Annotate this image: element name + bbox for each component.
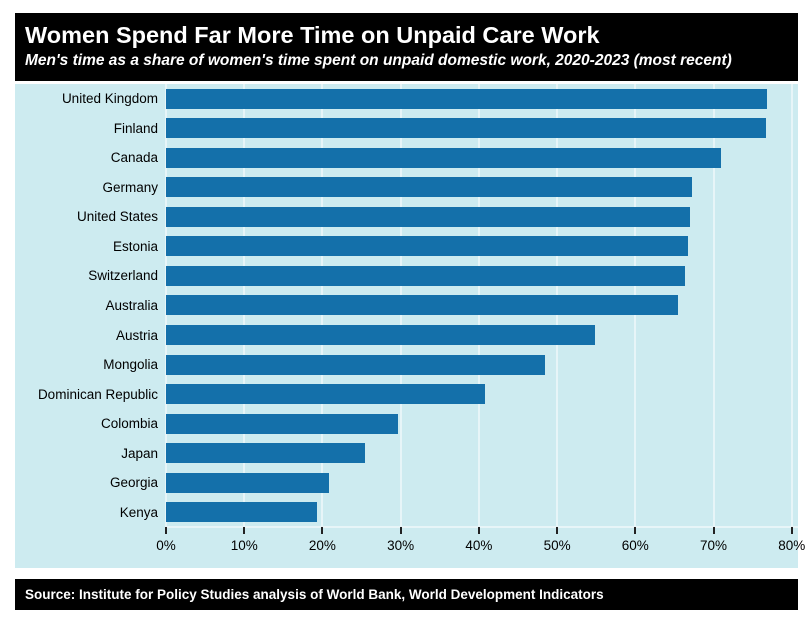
bar bbox=[166, 147, 721, 168]
x-tick-mark bbox=[477, 527, 480, 534]
chart-panel: United Kingdom Finland Canada Germany United… bbox=[15, 84, 805, 568]
category-label: Kenya bbox=[119, 504, 158, 520]
bar-row: Finland bbox=[15, 114, 798, 144]
category-label: United Kingdom bbox=[61, 91, 158, 107]
category-label: Germany bbox=[102, 179, 158, 195]
gridline-70% bbox=[712, 84, 715, 527]
source-bar: Source: Institute for Policy Studies ana… bbox=[15, 579, 798, 610]
x-tick-mark bbox=[243, 527, 246, 534]
bar bbox=[166, 88, 768, 109]
x-tick-label: 0% bbox=[156, 538, 176, 553]
bar bbox=[166, 325, 595, 346]
bar bbox=[166, 177, 693, 198]
bar bbox=[166, 118, 766, 139]
bar bbox=[166, 472, 329, 493]
bar-row: United Kingdom bbox=[15, 84, 798, 114]
bar-row: Japan bbox=[15, 438, 798, 468]
chart-title: Women Spend Far More Time on Unpaid Care… bbox=[25, 22, 600, 48]
x-tick-label: 20% bbox=[308, 538, 336, 553]
category-label: Estonia bbox=[112, 238, 158, 254]
bar bbox=[166, 384, 486, 405]
x-tick-mark bbox=[399, 527, 402, 534]
bar bbox=[166, 443, 366, 464]
bar-row: Mongolia bbox=[15, 350, 798, 380]
x-tick-label: 70% bbox=[700, 538, 728, 553]
category-label: Georgia bbox=[109, 475, 158, 491]
bar-row: Australia bbox=[15, 291, 798, 321]
category-label: Austria bbox=[115, 327, 158, 343]
bar bbox=[166, 206, 691, 227]
bar bbox=[166, 502, 317, 523]
category-label: United States bbox=[76, 209, 158, 225]
bar bbox=[166, 295, 679, 316]
bar-row: Colombia bbox=[15, 409, 798, 439]
x-tick-mark bbox=[165, 527, 167, 534]
x-tick-label: 40% bbox=[465, 538, 493, 553]
bar bbox=[166, 265, 686, 286]
x-tick-label: 60% bbox=[621, 538, 649, 553]
gridline-80% bbox=[790, 84, 793, 527]
x-tick-mark bbox=[790, 527, 793, 534]
bar bbox=[166, 354, 545, 375]
category-label: Switzerland bbox=[88, 268, 158, 284]
category-label: Australia bbox=[105, 297, 158, 313]
bar-row: Germany bbox=[15, 173, 798, 203]
x-tick-label: 10% bbox=[230, 538, 258, 553]
x-tick-mark bbox=[321, 527, 324, 534]
x-tick-mark bbox=[634, 527, 637, 534]
source-text: Source: Institute for Policy Studies ana… bbox=[25, 587, 604, 602]
x-axis-line bbox=[166, 526, 798, 528]
category-label: Mongolia bbox=[103, 357, 158, 373]
bar bbox=[166, 413, 399, 434]
bar-row: Austria bbox=[15, 320, 798, 350]
category-label: Colombia bbox=[100, 416, 158, 432]
x-tick-mark bbox=[556, 527, 559, 534]
bar-row: Dominican Republic bbox=[15, 379, 798, 409]
bar-row: Canada bbox=[15, 143, 798, 173]
bar-row: Kenya bbox=[15, 497, 798, 527]
bar-row: United States bbox=[15, 202, 798, 232]
chart-subtitle: Men's time as a share of women's time sp… bbox=[25, 52, 732, 69]
category-label: Dominican Republic bbox=[37, 386, 158, 402]
category-label: Japan bbox=[121, 445, 158, 461]
bar-row: Estonia bbox=[15, 232, 798, 262]
x-tick-label: 50% bbox=[543, 538, 571, 553]
x-tick-mark bbox=[712, 527, 715, 534]
category-label: Finland bbox=[113, 120, 158, 136]
bar-row: Switzerland bbox=[15, 261, 798, 291]
x-tick-label: 30% bbox=[387, 538, 415, 553]
bar-row: Georgia bbox=[15, 468, 798, 498]
chart-header: Women Spend Far More Time on Unpaid Care… bbox=[15, 13, 798, 81]
category-label: Canada bbox=[110, 150, 158, 166]
bar-rows: United Kingdom Finland Canada Germany United… bbox=[15, 84, 798, 527]
x-tick-label: 80% bbox=[778, 538, 806, 553]
bar bbox=[166, 236, 688, 257]
